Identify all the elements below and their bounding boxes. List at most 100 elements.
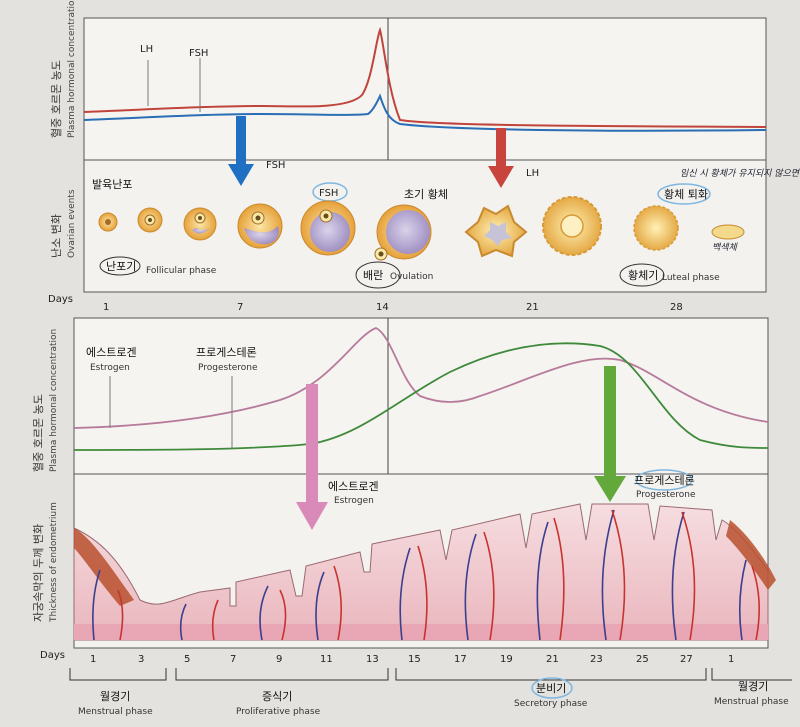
day-b-19: 19 xyxy=(500,654,513,665)
corpus-luteum xyxy=(542,196,602,256)
menstrual-shedding-right xyxy=(726,520,776,590)
day-b-21: 21 xyxy=(546,654,559,665)
ovulation-circle xyxy=(355,261,401,289)
progesterone-arrow-en: Progesterone xyxy=(636,490,696,500)
phase-menstrual-en-2: Menstrual phase xyxy=(714,697,789,707)
luteal-phase-en: Luteal phase xyxy=(662,273,720,283)
day-b-25: 25 xyxy=(636,654,649,665)
menstrual-bracket-2 xyxy=(711,668,792,681)
early-corpus-luteum-label: 초기 황체 xyxy=(404,188,448,201)
progesterone-curve xyxy=(73,342,769,451)
endometrium-basal-layer xyxy=(74,624,768,640)
day-tick-14: 14 xyxy=(376,302,389,313)
ovulation-ko: 배란 xyxy=(363,269,383,282)
estrogen-arrow-en: Estrogen xyxy=(334,496,374,506)
corpus-luteum-regression-label: 황체 퇴화 xyxy=(664,188,708,201)
menstrual-bracket-1 xyxy=(69,668,167,681)
progesterone-note-circle xyxy=(635,469,693,491)
days-bottom-axis: Days 1 3 5 7 9 11 13 15 17 19 21 23 25 2… xyxy=(40,647,768,665)
secretory-circle xyxy=(531,677,573,699)
fsh-arrow-label: FSH xyxy=(266,160,285,171)
day-b-1-next: 1 xyxy=(728,654,734,665)
estrogen-label-en: Estrogen xyxy=(90,363,130,373)
phase-brackets xyxy=(69,668,792,681)
mature-follicle xyxy=(374,204,432,261)
middle-y-axis-ko: 혈중 호르몬 농도 xyxy=(31,394,45,472)
antral-follicle xyxy=(300,200,356,256)
top-y-axis-en: Plasma hormonal concentration xyxy=(67,0,77,138)
regression-circle xyxy=(657,183,711,205)
menstrual-shedding-left xyxy=(74,528,134,606)
day-b-15: 15 xyxy=(408,654,421,665)
days-top-axis: Days 1 7 14 21 28 xyxy=(48,294,683,313)
fsh-label: FSH xyxy=(189,48,208,59)
day-b-23: 23 xyxy=(590,654,603,665)
corpus-albicans xyxy=(711,224,745,240)
ovulation-en: Ovulation xyxy=(390,272,433,282)
day-tick-7: 7 xyxy=(237,302,243,313)
fsh-note: FSH xyxy=(319,188,338,199)
endometrium-y-axis-en: Thickness of endometrium xyxy=(49,502,59,623)
secondary-follicle xyxy=(183,207,217,241)
days-top-label: Days xyxy=(48,294,73,305)
lh-curve xyxy=(83,26,767,128)
phase-proliferative-ko: 증식기 xyxy=(262,690,292,703)
lh-label: LH xyxy=(140,44,153,55)
endometrium-y-axis-ko: 자궁속막의 두께 변화 xyxy=(32,524,45,622)
top-y-axis-ko: 혈중 호르몬 농도 xyxy=(49,60,63,138)
follicular-phase-ko: 난포기 xyxy=(106,260,136,273)
day-b-5: 5 xyxy=(184,654,190,665)
progesterone-label-ko: 프로게스테론 xyxy=(196,346,257,359)
endometrium-panel: 자궁속막의 두께 변화 Thickness of endometrium xyxy=(32,366,776,649)
ovarian-panel: 난소 변화 Ovarian events FSH LH 발육난포 FSH 초기 … xyxy=(50,116,800,293)
progesterone-arrow xyxy=(594,366,626,502)
fsh-arrow xyxy=(228,116,254,186)
phase-proliferative-en: Proliferative phase xyxy=(236,707,321,717)
early-antral-follicle xyxy=(237,203,283,249)
phase-menstrual-en-1: Menstrual phase xyxy=(78,707,153,717)
regressing-corpus-luteum xyxy=(633,205,679,251)
day-tick-28: 28 xyxy=(670,302,683,313)
early-corpus-luteum xyxy=(464,204,528,258)
day-b-27: 27 xyxy=(680,654,693,665)
ovarian-y-axis-ko: 난소 변화 xyxy=(50,214,63,258)
estrogen-arrow-ko: 에스트로겐 xyxy=(328,480,379,493)
fsh-curve xyxy=(83,93,767,132)
follicular-circle xyxy=(99,256,141,276)
day-b-9: 9 xyxy=(276,654,282,665)
progesterone-arrow-ko: 프로게스테론 xyxy=(634,474,695,487)
primary-follicle xyxy=(137,207,163,233)
endometrium-vessels xyxy=(92,509,760,641)
luteal-phase-ko: 황체기 xyxy=(628,269,658,282)
middle-hormone-panel: 에스트로겐 Estrogen 프로게스테론 Progesterone 혈중 호르… xyxy=(31,317,769,648)
phase-secretory-ko: 분비기 xyxy=(536,682,566,695)
day-tick-21: 21 xyxy=(526,302,539,313)
primordial-follicle xyxy=(98,212,118,232)
day-b-7: 7 xyxy=(230,654,236,665)
phase-menstrual-ko-1: 월경기 xyxy=(100,690,130,703)
day-b-13: 13 xyxy=(366,654,379,665)
top-panel-frame xyxy=(83,17,767,161)
developing-follicle-label: 발육난포 xyxy=(92,178,132,191)
phase-menstrual-ko-2: 월경기 xyxy=(738,680,768,693)
day-b-1: 1 xyxy=(90,654,96,665)
days-bottom-label: Days xyxy=(40,650,65,661)
secretory-bracket xyxy=(395,668,707,681)
luteal-circle xyxy=(619,263,665,287)
estrogen-arrow xyxy=(296,384,328,530)
handwritten-note-1: 임신 시 황체가 유지되지 않으면 퇴화 xyxy=(680,168,800,179)
ovarian-y-axis-en: Ovarian events xyxy=(67,189,77,258)
follicular-phase-en: Follicular phase xyxy=(146,266,217,276)
proliferative-bracket xyxy=(175,668,389,681)
day-tick-1: 1 xyxy=(103,302,109,313)
lh-arrow xyxy=(488,128,514,188)
day-b-3: 3 xyxy=(138,654,144,665)
handwritten-note-2: 백색체 xyxy=(712,242,739,253)
day-b-17: 17 xyxy=(454,654,467,665)
progesterone-label-en: Progesterone xyxy=(198,363,258,373)
day-b-11: 11 xyxy=(320,654,333,665)
lh-arrow-label: LH xyxy=(526,168,539,179)
estrogen-label-ko: 에스트로겐 xyxy=(86,346,137,359)
phase-secretory-en: Secretory phase xyxy=(514,699,588,709)
